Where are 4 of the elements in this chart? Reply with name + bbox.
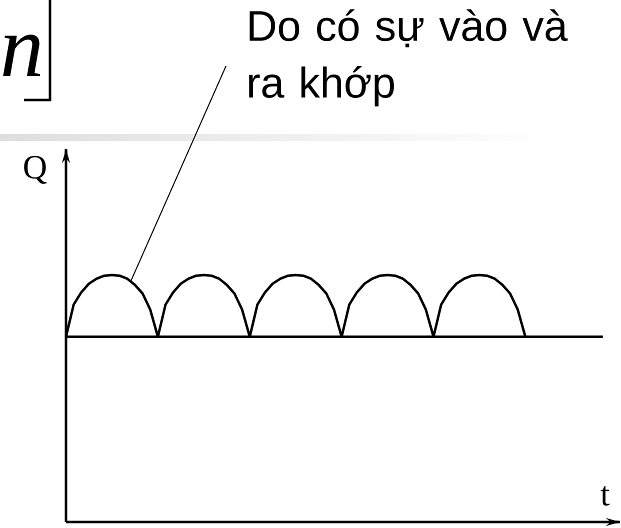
text: Do có sự vào và ra khớp bbox=[249, 9, 568, 106]
x-axis-title: t bbox=[600, 486, 610, 506]
y-axis-title: Q bbox=[24, 156, 47, 184]
text: n bbox=[3, 34, 40, 76]
